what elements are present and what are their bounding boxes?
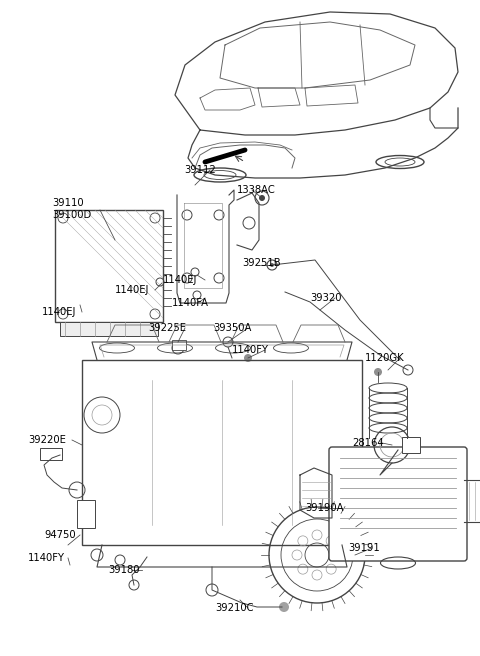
- Text: 39251B: 39251B: [242, 258, 281, 268]
- Text: 1140EJ: 1140EJ: [115, 285, 149, 295]
- Bar: [172, 340, 186, 350]
- Circle shape: [270, 263, 274, 267]
- Bar: [40, 448, 62, 460]
- Text: 39191: 39191: [348, 543, 380, 553]
- Text: 39320: 39320: [310, 293, 341, 303]
- Circle shape: [374, 368, 382, 376]
- Text: 39225E: 39225E: [148, 323, 186, 333]
- Text: 94750: 94750: [44, 530, 76, 540]
- Text: 39110
39100D: 39110 39100D: [52, 198, 91, 220]
- Circle shape: [279, 602, 289, 612]
- Text: 1140EJ: 1140EJ: [163, 275, 197, 285]
- Text: 1140FY: 1140FY: [232, 345, 269, 355]
- Text: 1140FA: 1140FA: [172, 298, 209, 308]
- Text: 39190A: 39190A: [305, 503, 344, 513]
- Text: 28164: 28164: [352, 438, 384, 448]
- Circle shape: [259, 195, 265, 201]
- FancyBboxPatch shape: [329, 447, 467, 561]
- Text: 1120GK: 1120GK: [365, 353, 405, 363]
- Bar: [60, 322, 158, 336]
- Text: 39350A: 39350A: [213, 323, 252, 333]
- Text: 1140EJ: 1140EJ: [42, 307, 76, 317]
- Text: 39112: 39112: [184, 165, 216, 175]
- Text: 39180: 39180: [108, 565, 140, 575]
- Bar: [77, 500, 95, 528]
- Text: 39220E: 39220E: [28, 435, 66, 445]
- Text: 39210C: 39210C: [215, 603, 253, 613]
- Bar: [402, 437, 420, 453]
- Circle shape: [244, 354, 252, 362]
- Text: 1140FY: 1140FY: [28, 553, 65, 563]
- Text: 1338AC: 1338AC: [237, 185, 276, 195]
- Bar: [82, 360, 362, 545]
- Bar: [55, 210, 163, 322]
